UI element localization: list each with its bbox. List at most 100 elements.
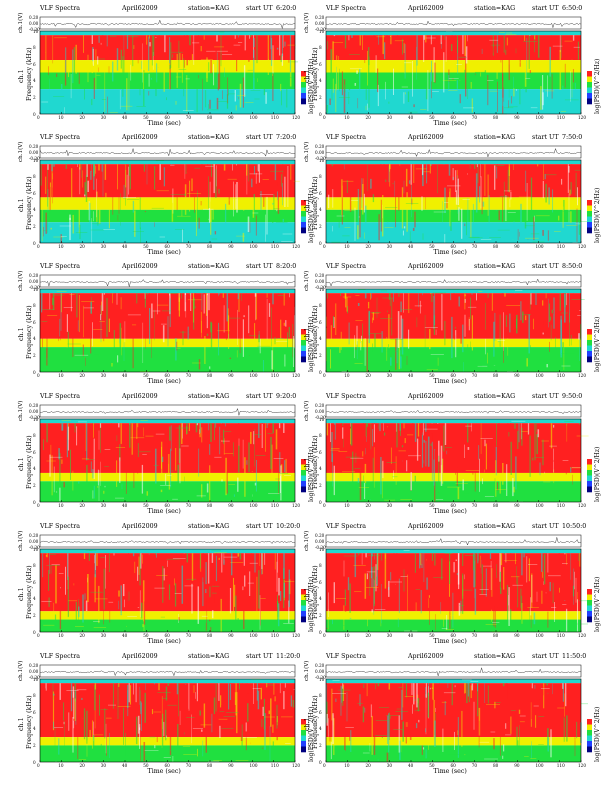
colorbar-segment xyxy=(587,329,592,335)
band-cyan xyxy=(40,222,295,243)
y-tick-label: 8 xyxy=(33,563,36,569)
spectrogram-ylabel-channel: ch.1 xyxy=(304,69,311,83)
x-tick-label: 70 xyxy=(185,115,192,120)
y-tick-label: 2 xyxy=(319,94,322,100)
x-tick-label: 40 xyxy=(408,115,414,120)
y-tick-label: 6 xyxy=(319,579,322,585)
colorbar-segment xyxy=(587,205,592,212)
spectrogram-texture xyxy=(43,419,291,502)
panel-start-prefix: start UT xyxy=(532,134,559,141)
ts-tick-label: 0.00 xyxy=(29,668,39,674)
y-tick-label: 6 xyxy=(319,709,322,715)
band-yellow xyxy=(40,197,295,210)
spectrogram-texture xyxy=(326,679,588,762)
y-tick-label: 10 xyxy=(33,416,39,422)
timeseries-trace xyxy=(39,407,296,417)
band-yellow xyxy=(40,60,295,73)
timeseries-ylabel: ch.1(V) xyxy=(18,12,24,33)
panel-start-prefix: start UT xyxy=(246,653,273,660)
x-tick-label: 30 xyxy=(100,373,107,378)
x-tick-label: 120 xyxy=(292,373,300,378)
ts-tick-label: -0.20 xyxy=(315,284,326,290)
x-axis-label: Time (sec) xyxy=(147,120,181,127)
y-tick-label: 6 xyxy=(319,319,322,325)
colorbar-label: log(PSD)(V^2/Hz) xyxy=(594,316,601,372)
spectra-panel: VLF Spectra April62009 station=KAG start UT… xyxy=(18,263,320,391)
colorbar-segment xyxy=(301,345,306,352)
x-tick-label: 10 xyxy=(58,503,64,508)
y-tick-label: 0 xyxy=(319,369,322,375)
x-tick-label: 30 xyxy=(100,633,107,638)
band-red xyxy=(326,683,581,738)
colorbar-segment xyxy=(587,600,592,606)
x-tick-label: 110 xyxy=(556,763,565,768)
y-tick-label: 0 xyxy=(33,240,36,246)
x-tick-label: 120 xyxy=(578,763,586,768)
ts-tick-label: 0.20 xyxy=(315,532,325,538)
colorbar-segment xyxy=(301,82,306,88)
band-green xyxy=(40,619,295,632)
spectrogram-ylabel-channel: ch.1 xyxy=(18,717,25,731)
timeseries-trace xyxy=(325,537,582,546)
spectra-svg xyxy=(39,274,306,373)
colorbar-segment xyxy=(301,87,306,94)
y-tick-label: 10 xyxy=(33,546,39,552)
colorbar-segment xyxy=(301,486,306,493)
x-tick-label: 20 xyxy=(79,633,85,638)
x-tick-label: 90 xyxy=(228,633,234,638)
colorbar-segment xyxy=(301,98,306,105)
colorbar-segment xyxy=(587,98,592,105)
panel-station: station=KAG xyxy=(474,5,516,12)
colorbar-segment xyxy=(301,616,306,623)
x-axis-label: Time (sec) xyxy=(147,508,181,515)
timeseries-trace xyxy=(39,19,296,30)
x-tick-label: 0 xyxy=(323,244,326,249)
y-tick-label: 4 xyxy=(33,336,36,342)
spectrogram-ylabel: Frequency (kHz) xyxy=(312,305,319,359)
colorbar-segment xyxy=(587,470,592,476)
y-tick-label: 8 xyxy=(319,303,322,309)
colorbar-label: log(PSD)(V^2/Hz) xyxy=(594,58,601,114)
band-top-cyan xyxy=(40,419,295,424)
band-red xyxy=(40,683,295,738)
colorbar-segment xyxy=(587,616,592,623)
band-yellow xyxy=(40,611,295,620)
x-tick-label: 0 xyxy=(37,115,40,120)
timeseries-ylabel: ch.1(V) xyxy=(304,12,310,33)
x-tick-label: 80 xyxy=(493,244,499,249)
band-yellow xyxy=(40,338,295,348)
ts-tick-label: -0.20 xyxy=(29,674,40,680)
x-tick-label: 50 xyxy=(143,115,149,120)
x-tick-label: 40 xyxy=(408,503,414,508)
panel-start-prefix: start UT xyxy=(246,134,273,141)
y-tick-label: 2 xyxy=(33,223,36,229)
x-tick-label: 20 xyxy=(365,633,371,638)
colorbar-segment xyxy=(587,334,592,341)
spectrogram-texture xyxy=(40,678,303,762)
spectrogram-texture xyxy=(326,288,586,372)
x-tick-label: 10 xyxy=(58,763,64,768)
spectra-svg xyxy=(39,16,306,115)
ts-tick-label: 0.00 xyxy=(29,278,39,284)
y-tick-label: 8 xyxy=(33,433,36,439)
x-tick-label: 40 xyxy=(408,244,414,249)
spectrogram-texture xyxy=(41,550,295,632)
x-tick-label: 60 xyxy=(450,115,456,120)
ts-tick-label: 0.20 xyxy=(29,143,39,149)
panel-start-ut: 11:20:0 xyxy=(276,653,301,660)
x-tick-label: 10 xyxy=(58,244,64,249)
x-tick-label: 60 xyxy=(450,633,456,638)
colorbar-segment xyxy=(301,730,306,736)
band-green xyxy=(40,481,295,502)
spectrogram-texture xyxy=(326,549,593,633)
band-top-cyan xyxy=(40,679,295,684)
y-tick-label: 2 xyxy=(319,352,322,358)
y-tick-label: 0 xyxy=(33,111,36,117)
colorbar-segment xyxy=(301,605,306,612)
band-top-cyan xyxy=(326,679,581,684)
spectrogram-texture xyxy=(40,291,296,372)
y-tick-label: 6 xyxy=(319,61,322,67)
band-red xyxy=(40,423,295,473)
y-tick-label: 2 xyxy=(33,612,36,618)
